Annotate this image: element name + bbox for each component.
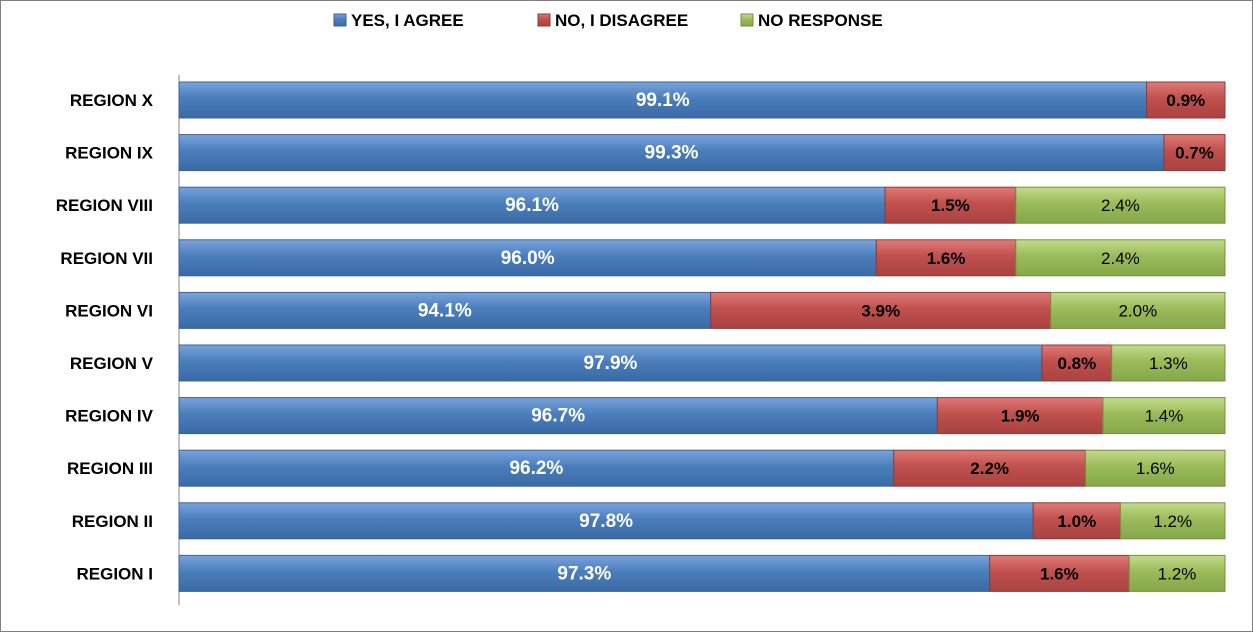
category-label: REGION X bbox=[70, 91, 154, 110]
data-label: 97.3% bbox=[557, 563, 611, 584]
data-label: 97.8% bbox=[579, 511, 633, 532]
bar-segment bbox=[1119, 502, 1226, 540]
data-label: 2.4% bbox=[1101, 249, 1140, 268]
bar-segment bbox=[178, 449, 895, 487]
data-label: 3.9% bbox=[861, 301, 900, 320]
data-label: 1.2% bbox=[1158, 564, 1197, 583]
data-label: 96.0% bbox=[501, 248, 555, 269]
legend: YES, I AGREE NO, I DISAGREE NO RESPONSE bbox=[333, 11, 883, 30]
bar-segment bbox=[989, 554, 1130, 592]
bar-segment bbox=[1085, 449, 1226, 487]
legend-swatch-3 bbox=[740, 13, 754, 27]
bar-segment bbox=[1111, 344, 1226, 382]
bar-segment bbox=[710, 291, 1052, 329]
bar-segment bbox=[1163, 134, 1226, 172]
bar-segment bbox=[178, 134, 1165, 172]
bar-segment bbox=[1050, 291, 1226, 329]
data-label: 1.2% bbox=[1153, 512, 1192, 531]
bar-segment bbox=[893, 449, 1087, 487]
bar-segment bbox=[1128, 554, 1226, 592]
data-label: 1.0% bbox=[1057, 512, 1096, 531]
data-label: 2.0% bbox=[1118, 301, 1157, 320]
category-label: REGION III bbox=[67, 459, 153, 478]
data-label: 0.7% bbox=[1175, 144, 1214, 163]
bar-segment bbox=[178, 502, 1034, 540]
category-label: REGION V bbox=[70, 354, 154, 373]
bar-segment bbox=[178, 344, 1043, 382]
data-label: 2.4% bbox=[1101, 196, 1140, 215]
bar-segment bbox=[1102, 397, 1226, 435]
bar-segment bbox=[178, 554, 991, 592]
legend-label-1: YES, I AGREE bbox=[351, 11, 464, 30]
category-label: REGION VIII bbox=[56, 196, 153, 215]
data-label: 1.4% bbox=[1145, 407, 1184, 426]
data-label: 96.7% bbox=[531, 406, 585, 427]
data-label: 0.9% bbox=[1166, 91, 1205, 110]
bar-segment bbox=[884, 186, 1017, 224]
category-label: REGION VI bbox=[65, 301, 153, 320]
legend-label-2: NO, I DISAGREE bbox=[555, 11, 688, 30]
data-label: 96.2% bbox=[509, 458, 563, 479]
data-label: 96.1% bbox=[505, 195, 559, 216]
data-label: 94.1% bbox=[418, 300, 472, 321]
category-label: REGION IX bbox=[65, 144, 154, 163]
bar-segment bbox=[1015, 239, 1226, 277]
category-label: REGION I bbox=[76, 564, 153, 583]
data-label: 1.6% bbox=[1040, 564, 1079, 583]
legend-label-3: NO RESPONSE bbox=[758, 11, 883, 30]
bar-segment bbox=[178, 397, 938, 435]
data-label: 97.9% bbox=[584, 353, 638, 374]
bar-segment bbox=[1146, 81, 1226, 119]
bar-segment bbox=[1032, 502, 1121, 540]
data-label: 1.6% bbox=[927, 249, 966, 268]
category-label: REGION IV bbox=[65, 407, 154, 426]
category-label: REGION VII bbox=[60, 249, 153, 268]
data-label: 99.3% bbox=[645, 143, 699, 164]
bar-segment bbox=[875, 239, 1017, 277]
data-label: 1.9% bbox=[1001, 407, 1040, 426]
bar-segment bbox=[1041, 344, 1113, 382]
category-axis-labels: REGION X REGION IX REGION VIII REGION VII RE… bbox=[56, 91, 154, 583]
bar-segment bbox=[178, 291, 712, 329]
data-label: 1.5% bbox=[931, 196, 970, 215]
data-label: 1.3% bbox=[1149, 354, 1188, 373]
data-label: 1.6% bbox=[1136, 459, 1175, 478]
category-label: REGION II bbox=[72, 512, 153, 531]
data-label: 0.8% bbox=[1057, 354, 1096, 373]
legend-swatch-2 bbox=[537, 13, 551, 27]
plot-area: 99.1% 0.9% 99.3% 0.7% 96.1% 1.5% 2.4% 96.0% 1.6%… bbox=[178, 81, 1226, 592]
data-label: 2.2% bbox=[970, 459, 1009, 478]
data-label: 99.1% bbox=[636, 90, 690, 111]
bar-segment bbox=[1015, 186, 1226, 224]
legend-swatch-1 bbox=[333, 13, 347, 27]
bar-segment bbox=[936, 397, 1104, 435]
